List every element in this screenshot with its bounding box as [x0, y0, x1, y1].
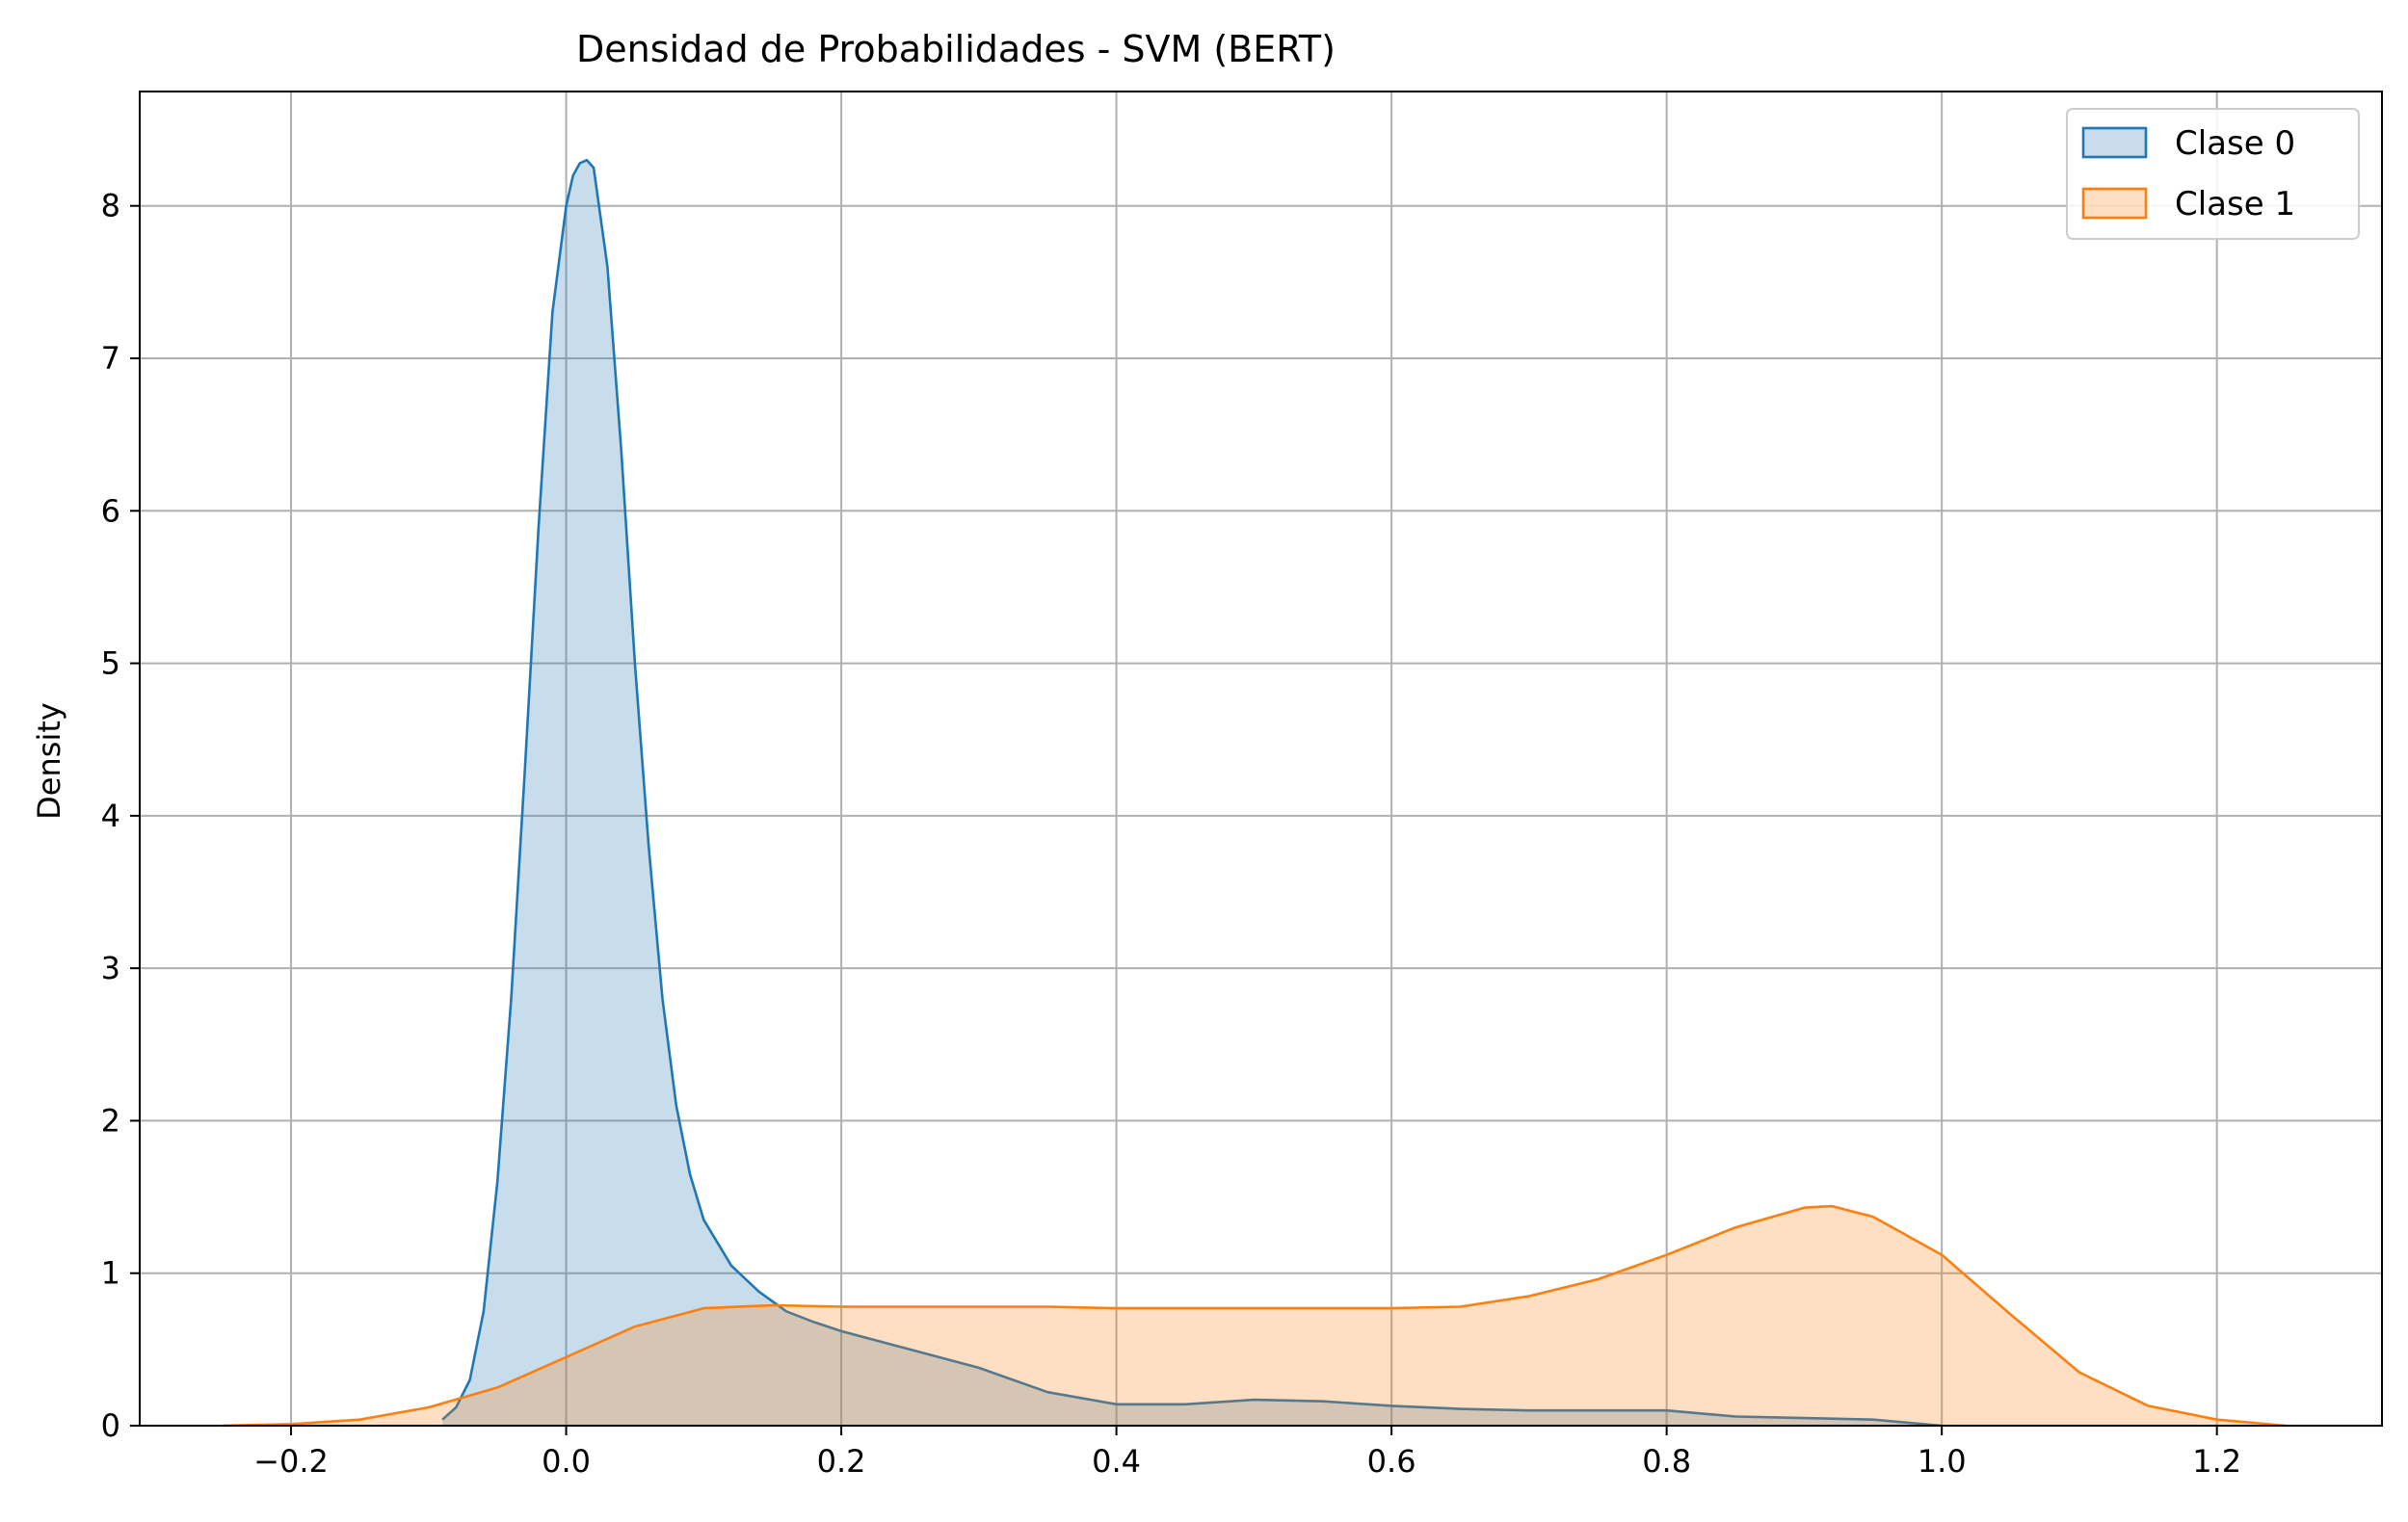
- series-0-line: [441, 158, 1943, 1428]
- x-tick-label: 0.0: [542, 1443, 591, 1480]
- series-1-line: [222, 1204, 2287, 1428]
- x-tick-label: 0.8: [1642, 1443, 1691, 1480]
- y-tick-label: 5: [101, 645, 120, 682]
- y-tick-label: 4: [101, 798, 120, 834]
- chart-title: Densidad de Probabilidades - SVM (BERT): [576, 28, 1336, 70]
- axis-ticks: −0.2 0.0 0.2 0.4 0.6 0.8 1.0 1.2 0 1 2 3 4 5 6 7 8: [101, 188, 2241, 1480]
- legend-label: Clase 0: [2175, 124, 2295, 163]
- y-axis-label: Density: [31, 702, 67, 820]
- axes-frame: [139, 91, 2383, 1427]
- series-1-area: [222, 1206, 2287, 1426]
- x-tick-label: 1.2: [2192, 1443, 2241, 1480]
- legend-swatch: [2081, 126, 2148, 159]
- y-tick-label: 0: [101, 1407, 120, 1444]
- legend-swatch: [2081, 187, 2148, 220]
- x-tick-label: 0.6: [1367, 1443, 1416, 1480]
- x-tick-label: 1.0: [1918, 1443, 1967, 1480]
- plot-series: [222, 158, 2287, 1428]
- x-tick-label: −0.2: [253, 1443, 329, 1480]
- y-tick-label: 6: [101, 492, 120, 529]
- x-tick-label: 0.2: [817, 1443, 866, 1480]
- series-0-area: [442, 160, 1943, 1427]
- legend: Clase 0 Clase 1: [2066, 108, 2360, 240]
- legend-box: [2066, 108, 2360, 240]
- y-tick-label: 2: [101, 1102, 120, 1139]
- y-tick-label: 8: [101, 188, 120, 224]
- y-tick-label: 7: [101, 340, 120, 377]
- legend-label: Clase 1: [2175, 185, 2295, 223]
- x-tick-label: 0.4: [1092, 1443, 1141, 1480]
- y-tick-label: 1: [101, 1255, 120, 1292]
- y-tick-label: 3: [101, 950, 120, 986]
